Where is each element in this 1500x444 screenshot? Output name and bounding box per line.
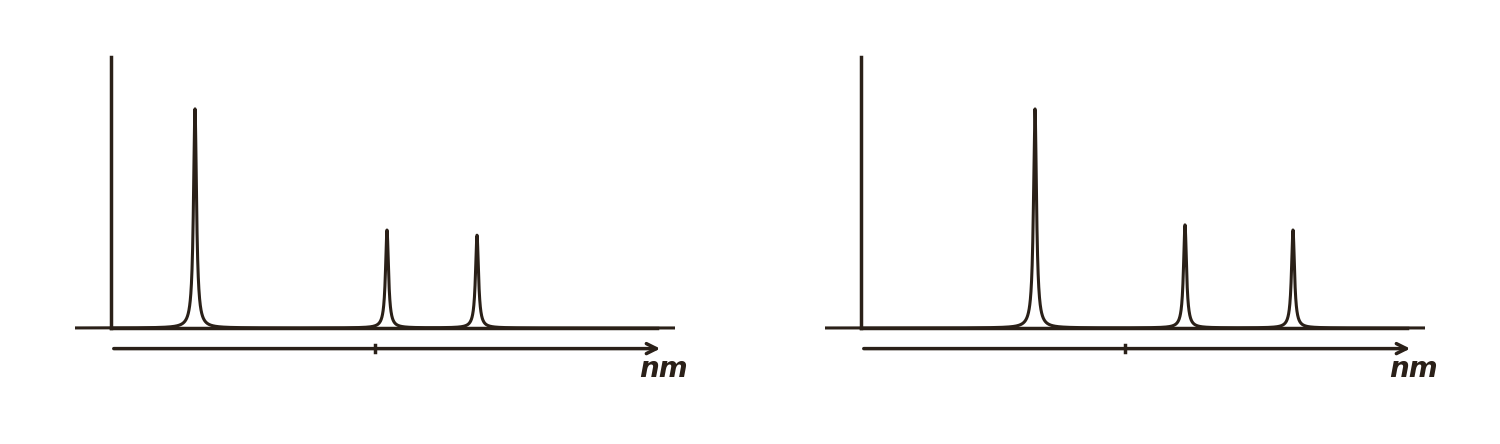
Text: nm: nm bbox=[639, 355, 687, 383]
Text: nm: nm bbox=[1389, 355, 1437, 383]
